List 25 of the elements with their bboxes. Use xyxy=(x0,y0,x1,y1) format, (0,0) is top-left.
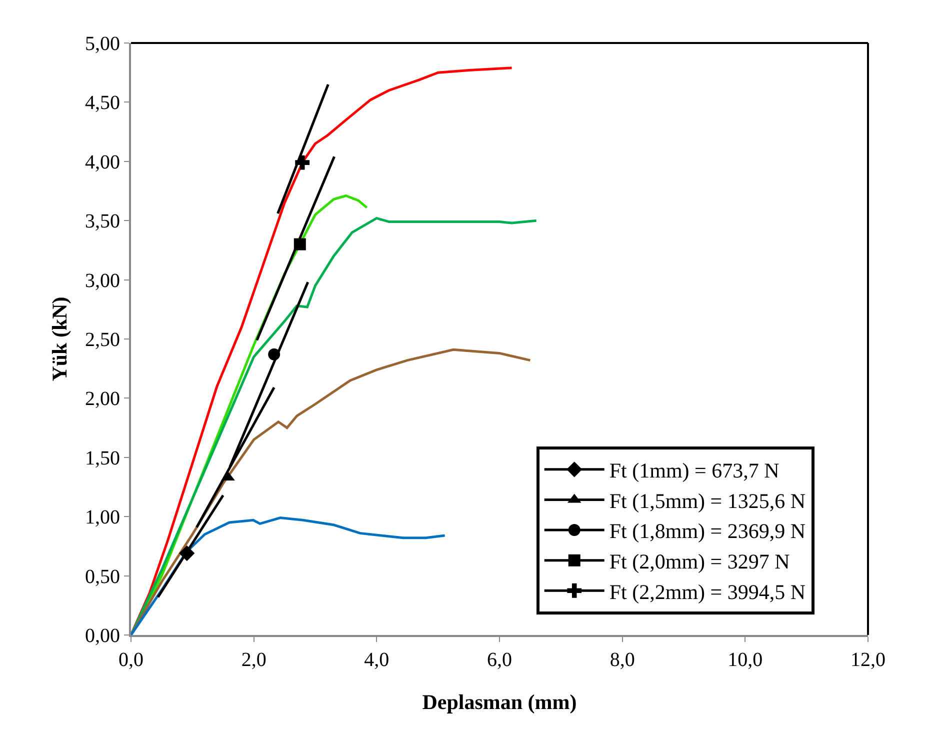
x-tick-label: 4,0 xyxy=(364,649,390,671)
x-axis-title: Deplasman (mm) xyxy=(422,690,577,714)
y-tick-label: 4,00 xyxy=(85,151,120,174)
x-tick-label: 0,0 xyxy=(118,649,144,671)
legend-label: Ft (1mm) = 673,7 N xyxy=(609,458,780,483)
x-tick-label: 6,0 xyxy=(487,649,512,671)
y-tick-label: 0,00 xyxy=(85,625,120,647)
legend-label: Ft (1,8mm) = 2369,9 N xyxy=(609,519,806,544)
y-tick-label: 4,50 xyxy=(85,92,120,114)
y-tick-label: 1,50 xyxy=(85,447,120,470)
x-tick-label: 2,0 xyxy=(241,649,266,671)
y-tick-label: 5,00 xyxy=(85,33,120,55)
x-tick-label: 8,0 xyxy=(610,649,635,671)
y-tick-label: 0,50 xyxy=(85,566,120,588)
y-tick-label: 3,50 xyxy=(85,210,120,233)
y-axis-title: Yük (kN) xyxy=(48,296,72,382)
y-tick-label: 3,00 xyxy=(85,270,120,292)
x-tick-label: 10,0 xyxy=(728,649,763,671)
legend-label: Ft (1,5mm) = 1325,6 N xyxy=(609,488,806,513)
y-tick-label: 2,50 xyxy=(85,329,120,351)
legend-label: Ft (2,2mm) = 3994,5 N xyxy=(609,580,806,604)
legend-label: Ft (2,0mm) = 3297 N xyxy=(609,550,790,574)
y-tick-label: 2,00 xyxy=(85,388,120,410)
y-tick-label: 1,00 xyxy=(85,506,120,529)
x-tick-label: 12,0 xyxy=(850,649,886,671)
